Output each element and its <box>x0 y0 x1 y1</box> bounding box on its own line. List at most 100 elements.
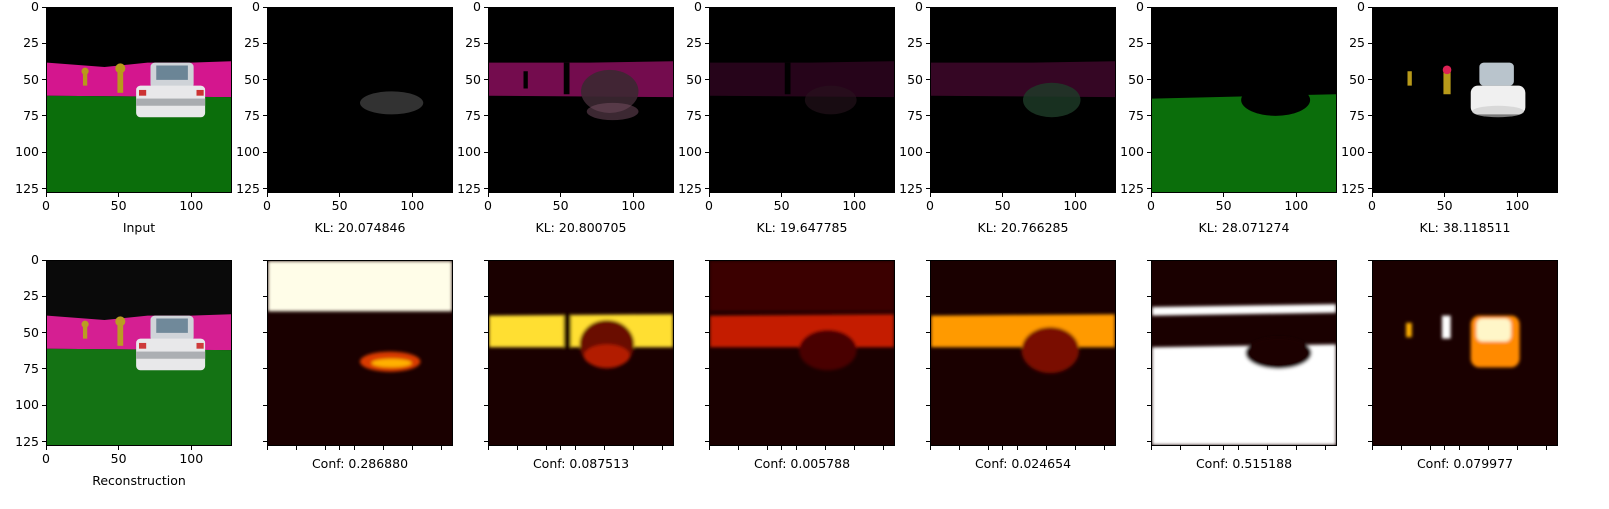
bottom-panel-5: Conf: 0.515188 <box>1147 259 1337 471</box>
y-tick-label: 100 <box>15 397 39 413</box>
y-tick <box>926 188 930 190</box>
panel-caption: KL: 28.071274 <box>1198 220 1290 235</box>
y-tick-label: 25 <box>23 288 39 304</box>
x-tick <box>266 446 268 450</box>
y-tick-label: 50 <box>686 71 702 87</box>
x-tick <box>781 193 783 197</box>
y-tick <box>42 188 46 190</box>
key-icon <box>1443 68 1451 95</box>
x-tick <box>882 446 884 450</box>
y-tick <box>42 441 46 443</box>
heat-region <box>931 314 1115 348</box>
y-tick <box>705 368 709 370</box>
bottom-panel-1: Conf: 0.286880 <box>263 259 453 471</box>
x-tick <box>339 446 341 450</box>
x-tick <box>853 193 855 197</box>
y-tick-label: 75 <box>1349 107 1365 123</box>
x-tick <box>1002 446 1004 450</box>
x-tick <box>1002 193 1004 197</box>
y-tick-label: 75 <box>686 107 702 123</box>
x-tick <box>632 193 634 197</box>
x-tick <box>1444 193 1446 197</box>
y-tick <box>263 295 267 297</box>
y-tick-label: 50 <box>1349 71 1365 87</box>
y-tick <box>705 115 709 117</box>
x-tick <box>1150 193 1152 197</box>
x-tick <box>1016 446 1018 450</box>
y-tick <box>1368 42 1372 44</box>
y-tick-label: 125 <box>15 180 39 196</box>
y-tick <box>42 42 46 44</box>
y-tick <box>705 79 709 81</box>
panel-caption: Conf: 0.005788 <box>753 456 851 471</box>
x-tick <box>766 446 768 450</box>
y-tick-label: 0 <box>31 0 39 14</box>
y-tick-label: 125 <box>236 180 260 196</box>
y-tick <box>1368 295 1372 297</box>
y-tick <box>484 151 488 153</box>
panel-caption: Conf: 0.087513 <box>532 456 630 471</box>
y-tick <box>42 295 46 297</box>
y-tick <box>263 6 267 8</box>
x-tick <box>1074 193 1076 197</box>
x-tick-label: 50 <box>994 198 1011 213</box>
bottom-panel-0: 0 50 100 0 25 50 75 100 125 Reconstruction <box>15 253 232 488</box>
y-tick-label: 25 <box>1349 35 1365 51</box>
y-tick-label: 25 <box>244 35 260 51</box>
x-tick-label: 0 <box>42 198 50 213</box>
panel-caption: Conf: 0.024654 <box>974 456 1072 471</box>
x-tick <box>324 446 326 450</box>
y-tick <box>926 42 930 44</box>
x-tick-label: 0 <box>42 451 50 466</box>
panel-caption: Input <box>122 220 156 235</box>
y-tick <box>926 404 930 406</box>
x-tick <box>1371 193 1373 197</box>
x-tick <box>1295 193 1297 197</box>
y-tick <box>1147 115 1151 117</box>
y-tick <box>263 151 267 153</box>
y-tick-label: 75 <box>1128 107 1144 123</box>
x-tick-label: 100 <box>1505 198 1530 213</box>
y-tick <box>484 404 488 406</box>
x-tick <box>1237 446 1239 450</box>
y-tick <box>1147 404 1151 406</box>
y-tick-label: 0 <box>915 0 923 14</box>
y-tick-label: 75 <box>907 107 923 123</box>
y-tick <box>1368 188 1372 190</box>
x-tick-label: 0 <box>263 198 271 213</box>
x-tick-label: 100 <box>1063 198 1088 213</box>
y-tick <box>705 332 709 334</box>
x-tick-label: 100 <box>179 198 204 213</box>
y-tick-label: 100 <box>1120 144 1144 160</box>
x-tick <box>1074 446 1076 450</box>
y-tick-label: 75 <box>465 107 481 123</box>
heat-region <box>1406 322 1412 338</box>
car-icon <box>1479 62 1514 86</box>
y-tick-label: 100 <box>236 144 260 160</box>
y-tick <box>1368 441 1372 443</box>
y-tick <box>484 188 488 190</box>
panel-image <box>488 260 674 446</box>
x-tick <box>1179 446 1181 450</box>
y-tick <box>263 441 267 443</box>
x-tick <box>929 446 931 450</box>
y-tick <box>705 188 709 190</box>
panel-caption: KL: 20.074846 <box>314 220 406 235</box>
x-tick <box>929 193 931 197</box>
panel-image <box>1372 260 1558 446</box>
panel-image <box>267 260 453 446</box>
y-tick-label: 100 <box>15 144 39 160</box>
y-tick-label: 100 <box>899 144 923 160</box>
y-tick <box>1368 151 1372 153</box>
x-tick <box>1045 446 1047 450</box>
x-tick <box>487 193 489 197</box>
key-icon <box>82 71 88 86</box>
y-tick <box>1147 295 1151 297</box>
panel-image <box>46 260 232 446</box>
x-tick <box>603 446 605 450</box>
panel-caption: Conf: 0.079977 <box>1416 456 1514 471</box>
top-panel-5: 0 50 100 0 25 50 75 100 125 KL: 28.071274 <box>1120 0 1337 235</box>
y-tick <box>1147 79 1151 81</box>
x-tick-label: 50 <box>110 198 127 213</box>
ground-region <box>47 95 231 192</box>
